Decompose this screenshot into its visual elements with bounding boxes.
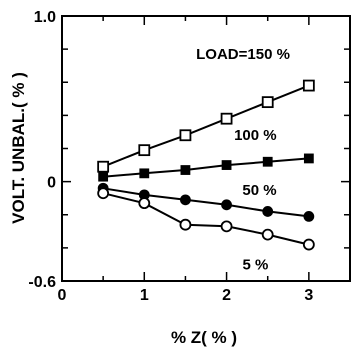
- data-point: [138, 197, 151, 210]
- data-point: [221, 160, 232, 170]
- series-layer: [97, 79, 315, 251]
- series-label: LOAD=150 %: [196, 46, 290, 63]
- data-point: [139, 168, 150, 179]
- series-line: [102, 84, 310, 168]
- x-axis-label: % Z( % ): [171, 328, 237, 347]
- data-point: [262, 206, 274, 217]
- data-point: [138, 144, 151, 157]
- data-point: [97, 160, 110, 173]
- x-tick-label: 1: [140, 287, 149, 304]
- series-label: 100 %: [234, 127, 277, 144]
- tick-labels: 0 1 2 31.00-0.6: [28, 9, 313, 304]
- series-line: [102, 187, 310, 218]
- data-point: [303, 211, 315, 222]
- data-point: [261, 228, 274, 241]
- data-point: [97, 187, 110, 200]
- data-point: [179, 218, 192, 231]
- data-point: [220, 220, 233, 233]
- y-tick-label: 1.0: [34, 9, 56, 26]
- data-point: [179, 129, 192, 142]
- data-point: [98, 171, 109, 182]
- data-point: [180, 194, 191, 206]
- data-point: [180, 165, 191, 175]
- data-point: [302, 238, 315, 251]
- data-point: [261, 96, 274, 109]
- axis-ticks: [62, 16, 350, 281]
- series-line: [102, 192, 310, 246]
- data-point: [302, 79, 315, 92]
- data-point: [221, 199, 232, 211]
- series-label: 5 %: [242, 256, 268, 273]
- x-tick-label: 2: [222, 287, 231, 304]
- x-tick-label: 3: [304, 287, 313, 304]
- data-point: [220, 112, 233, 125]
- y-tick-label: 0: [47, 175, 56, 192]
- y-axis-label: VOLT. UNBAL.( % ): [9, 72, 28, 224]
- series-label: 50 %: [242, 182, 276, 199]
- y-tick-label: -0.6: [28, 274, 56, 291]
- series-labels: LOAD=150 % 100 % 50 % 5 %: [196, 46, 290, 273]
- data-point: [262, 156, 273, 167]
- series-line: [103, 157, 309, 178]
- data-point: [303, 153, 314, 164]
- x-tick-label: 0: [58, 287, 67, 304]
